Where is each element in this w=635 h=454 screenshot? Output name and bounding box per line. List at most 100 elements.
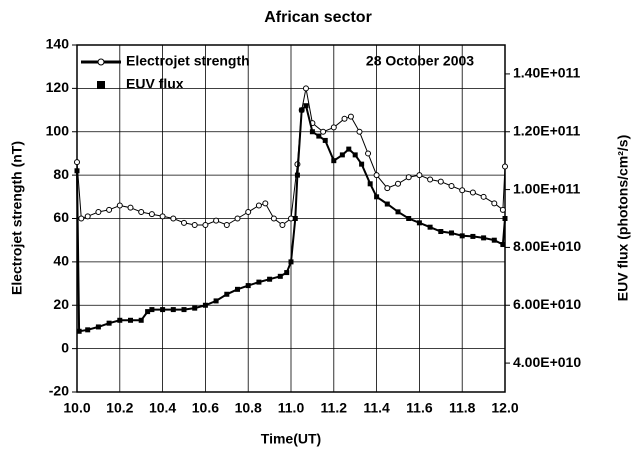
marker: [127, 204, 134, 211]
y-tick-label: 20: [53, 296, 69, 312]
marker: [213, 217, 220, 224]
marker: [322, 137, 328, 143]
marker: [267, 276, 273, 282]
marker: [106, 320, 112, 326]
marker: [359, 161, 365, 167]
marker: [294, 172, 300, 178]
marker: [213, 298, 219, 304]
marker: [255, 202, 262, 209]
marker: [405, 174, 412, 181]
legend-label: Electrojet strength: [126, 53, 250, 69]
y2-tick-label: 1.40E+011: [513, 65, 581, 81]
y-tick-label: 100: [46, 122, 70, 138]
marker: [480, 193, 487, 200]
marker: [416, 220, 422, 226]
marker: [224, 291, 230, 297]
marker: [74, 168, 80, 174]
legend-marker: [97, 58, 105, 66]
marker: [459, 187, 466, 194]
marker: [170, 307, 176, 313]
marker: [234, 215, 241, 222]
legend-label: EUV flux: [126, 76, 184, 92]
marker: [262, 200, 269, 207]
marker: [160, 307, 166, 313]
marker: [191, 222, 198, 229]
marker: [352, 152, 358, 158]
marker: [292, 216, 298, 221]
marker: [341, 115, 348, 122]
marker: [331, 158, 337, 164]
x-tick-label: 11.6: [406, 400, 433, 416]
marker: [78, 215, 85, 222]
marker: [95, 324, 101, 330]
marker: [502, 216, 508, 221]
marker: [330, 124, 337, 131]
marker: [235, 286, 240, 292]
marker: [469, 189, 476, 196]
marker: [202, 302, 208, 308]
marker: [170, 215, 177, 222]
marker: [74, 159, 80, 166]
marker: [288, 215, 294, 222]
marker: [339, 152, 345, 158]
marker: [356, 128, 363, 135]
marker: [459, 233, 465, 239]
marker: [406, 216, 412, 221]
marker: [84, 213, 91, 220]
marker: [159, 213, 166, 220]
y2-tick-label: 8.00E+010: [513, 238, 581, 254]
y-tick-label: 60: [53, 209, 69, 225]
y-tick-label: 80: [53, 166, 69, 182]
y2-tick-label: 1.20E+011: [513, 122, 581, 138]
y2-axis-label: EUV flux (photons/cm²/s): [615, 135, 631, 301]
marker: [437, 178, 444, 185]
marker: [106, 206, 113, 213]
x-tick-label: 11.8: [449, 400, 476, 416]
marker: [499, 206, 506, 213]
marker: [245, 283, 251, 289]
marker: [320, 128, 327, 135]
marker: [245, 208, 252, 215]
x-tick-label: 10.0: [63, 400, 90, 416]
marker: [95, 208, 102, 215]
marker: [395, 209, 401, 215]
marker: [395, 180, 401, 187]
marker: [470, 233, 476, 239]
marker: [309, 129, 315, 135]
y-axis-label: Electrojet strength (nT): [9, 141, 25, 295]
marker: [502, 163, 508, 170]
marker: [288, 259, 294, 265]
marker: [256, 279, 262, 285]
marker: [500, 242, 506, 248]
marker: [303, 103, 309, 109]
marker: [76, 328, 82, 334]
x-tick-label: 10.6: [192, 400, 219, 416]
marker: [138, 208, 145, 215]
x-tick-label: 10.2: [106, 400, 133, 416]
y-tick-label: 120: [46, 79, 70, 95]
x-tick-label: 11.2: [321, 400, 348, 416]
x-tick-label: 11.4: [363, 400, 390, 416]
marker: [346, 146, 352, 152]
legend-marker: [97, 81, 105, 89]
marker: [284, 270, 290, 276]
x-tick-label: 12.0: [491, 400, 518, 416]
x-tick-label: 10.4: [149, 400, 176, 416]
annotation: 28 October 2003: [366, 53, 474, 69]
y2-tick-label: 1.00E+011: [513, 180, 581, 196]
marker: [367, 181, 373, 187]
marker: [148, 211, 155, 218]
marker: [299, 107, 305, 113]
marker: [438, 229, 444, 235]
x-tick-label: 10.8: [235, 400, 262, 416]
y2-tick-label: 4.00E+010: [513, 354, 581, 370]
marker: [427, 176, 434, 183]
marker: [384, 185, 391, 192]
marker: [448, 182, 455, 189]
marker: [192, 305, 198, 311]
x-axis-label: Time(UT): [261, 431, 321, 447]
marker: [116, 202, 123, 209]
marker: [181, 219, 187, 226]
marker: [416, 172, 423, 179]
